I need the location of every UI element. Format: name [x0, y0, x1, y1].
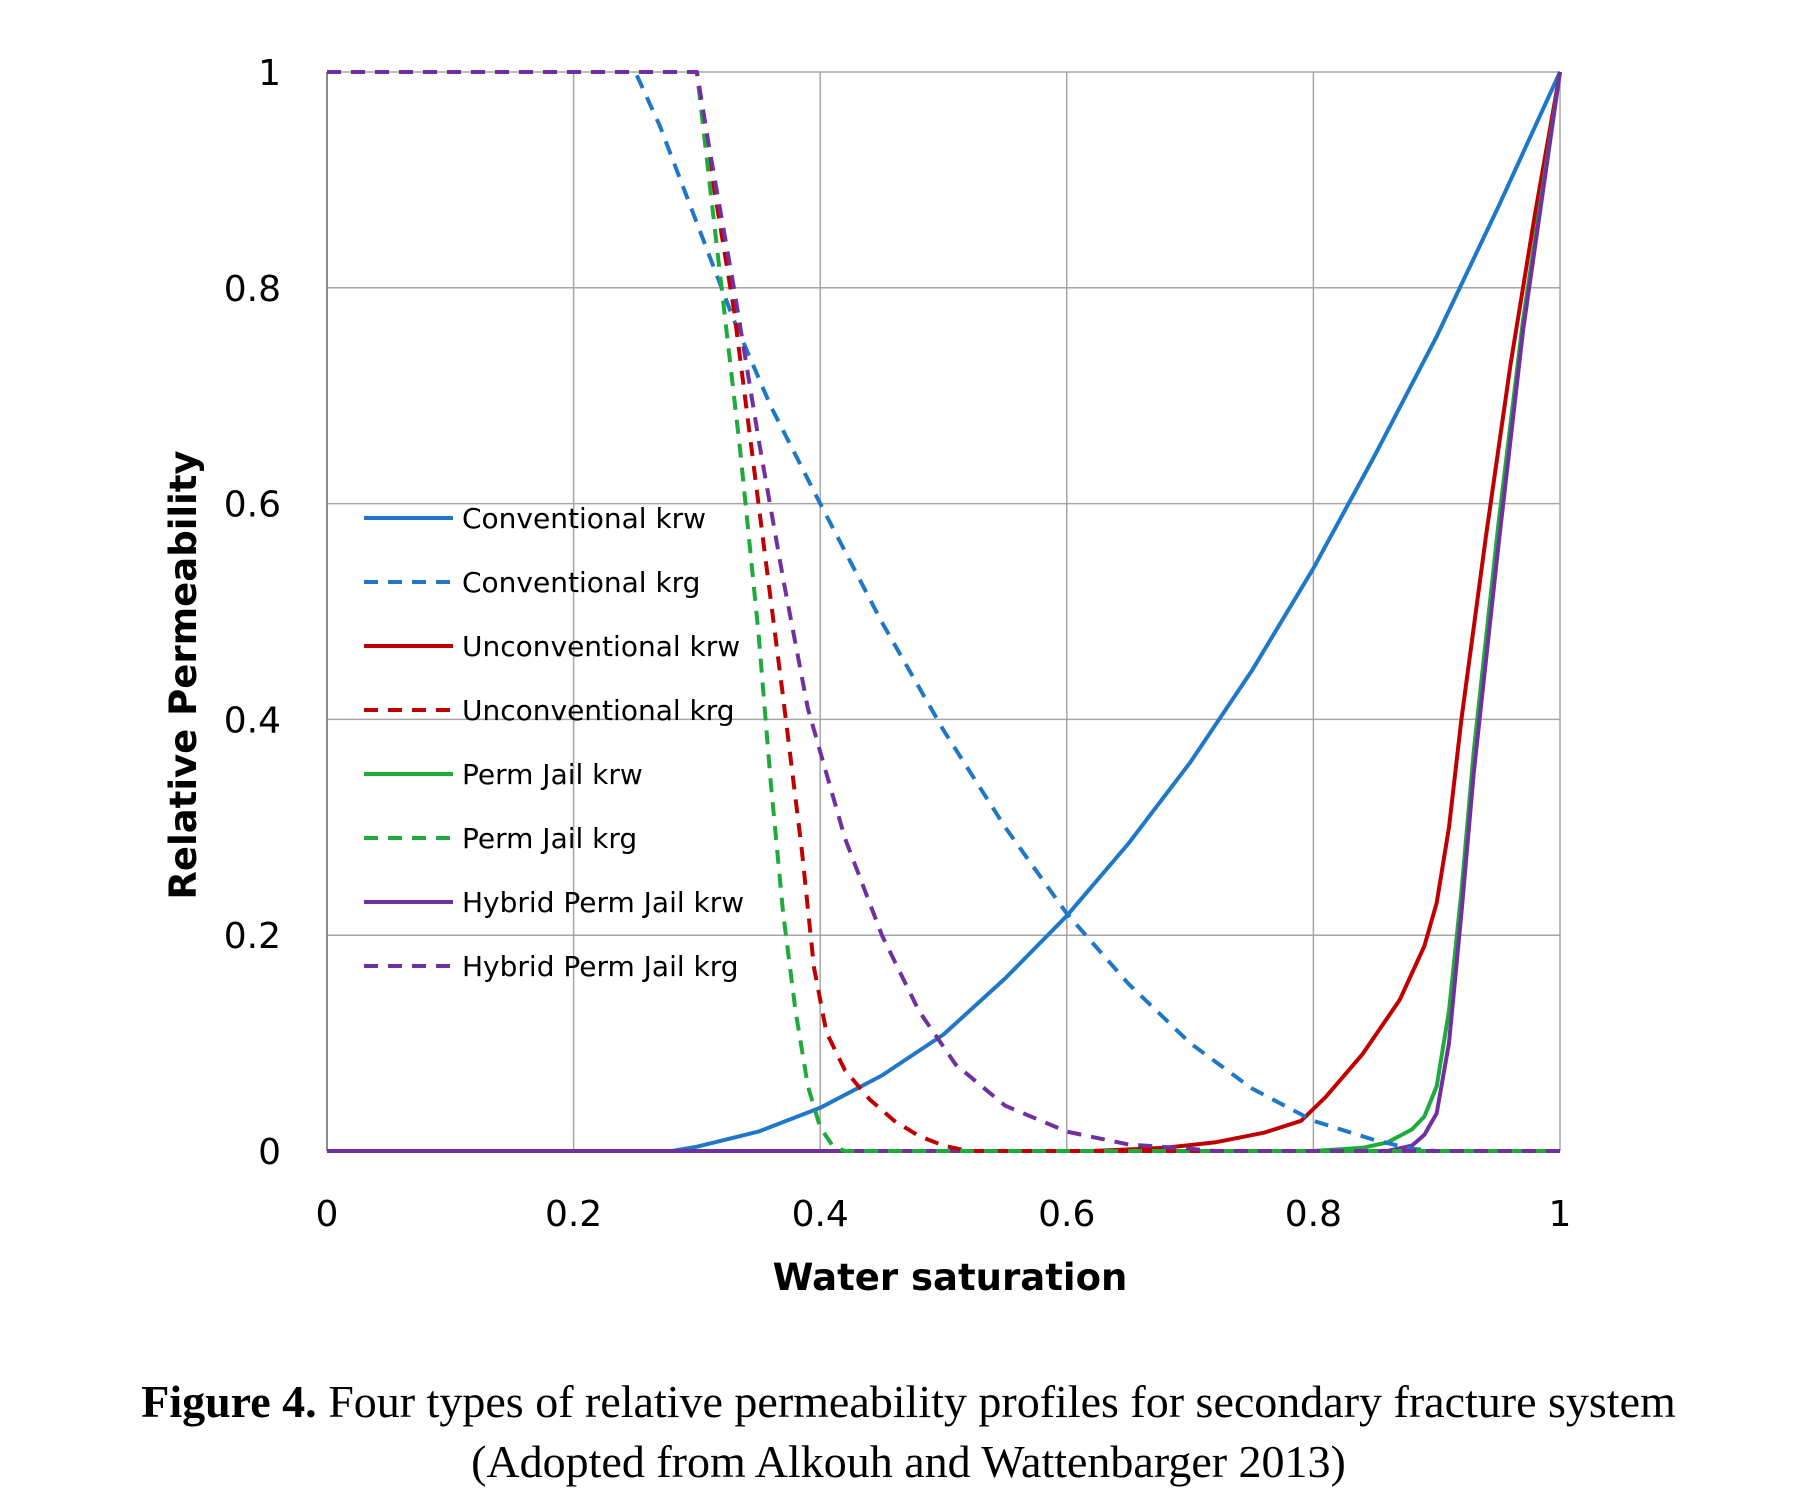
legend-label: Perm Jail krg — [462, 822, 637, 855]
series-line-unconventional-krg — [327, 70, 1560, 1153]
y-tick-label: 0.4 — [224, 700, 281, 741]
x-tick-label: 1 — [1549, 1194, 1572, 1235]
legend-label: Conventional krg — [462, 566, 700, 599]
caption-line-1: Figure 4. Four types of relative permeab… — [0, 1372, 1817, 1432]
legend-label: Hybrid Perm Jail krg — [462, 950, 739, 983]
series-line-perm-jail-krg — [327, 70, 1560, 1153]
x-tick-label: 0.6 — [1038, 1194, 1095, 1235]
grid — [326, 71, 1561, 1152]
y-tick-label: 0.6 — [224, 485, 281, 526]
series-line-conventional-krw — [327, 71, 1562, 1153]
legend-label: Hybrid Perm Jail krw — [462, 886, 744, 919]
x-tick-label: 0.8 — [1285, 1194, 1342, 1235]
y-tick-label: 0 — [258, 1132, 281, 1173]
y-tick-label: 0.8 — [224, 269, 281, 310]
legend-label: Unconventional krw — [462, 630, 740, 663]
legend-label: Unconventional krg — [462, 694, 735, 727]
series-lines — [327, 70, 1562, 1153]
y-tick-label: 0.2 — [224, 916, 281, 957]
legend-label: Conventional krw — [462, 502, 706, 535]
x-tick-label: 0.2 — [545, 1194, 602, 1235]
tick-labels: 0 0.2 0.4 0.6 0.8 1 0 0.2 0.4 0.6 0.8 1 — [224, 53, 1572, 1235]
relative-permeability-chart: 0 0.2 0.4 0.6 0.8 1 0 0.2 0.4 0.6 0.8 1 Water satur… — [162, 53, 1572, 1299]
series-line-perm-jail-krw — [327, 71, 1562, 1153]
y-tick-label: 1 — [258, 53, 281, 94]
x-axis-title: Water saturation — [773, 1256, 1128, 1299]
legend: Conventional krw Conventional krg Unconven… — [364, 502, 744, 983]
figure-caption: Figure 4. Four types of relative permeab… — [0, 1372, 1817, 1492]
series-line-conventional-krg — [327, 70, 1560, 1153]
x-tick-label: 0.4 — [792, 1194, 849, 1235]
caption-label: Figure 4. — [141, 1376, 317, 1427]
series-line-hybrid-perm-jail-krg — [327, 70, 1560, 1153]
caption-text: Four types of relative permeability prof… — [316, 1376, 1676, 1427]
series-line-unconventional-krw — [327, 71, 1562, 1153]
x-tick-label: 0 — [316, 1194, 339, 1235]
y-axis-title: Relative Permeability — [162, 450, 205, 899]
legend-label: Perm Jail krw — [462, 758, 643, 791]
series-line-hybrid-perm-jail-krw — [327, 71, 1562, 1153]
caption-line-2: (Adopted from Alkouh and Wattenbarger 20… — [471, 1436, 1346, 1487]
